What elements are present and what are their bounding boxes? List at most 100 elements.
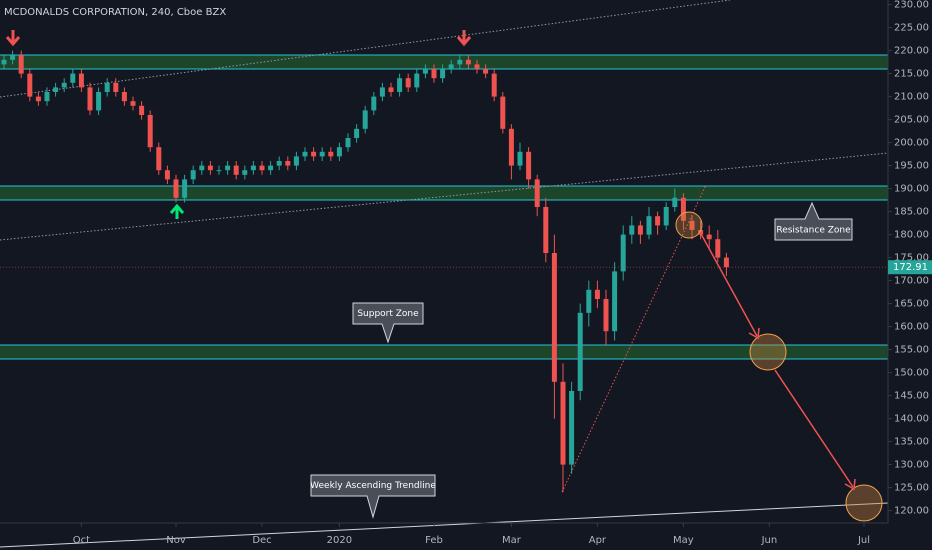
drawings: Resistance Zone Support Zone Weekly Asce… bbox=[5, 30, 883, 522]
y-tick-label: 155.00 bbox=[894, 345, 929, 356]
candle-body bbox=[233, 165, 239, 175]
y-tick-label: 140.00 bbox=[894, 414, 929, 425]
candle-body bbox=[104, 82, 110, 92]
y-tick-label: 220.00 bbox=[894, 46, 929, 57]
candle-body bbox=[612, 271, 618, 332]
x-tick-label: Mar bbox=[502, 535, 522, 546]
highlight-circle bbox=[675, 211, 703, 239]
candle-body bbox=[336, 147, 342, 157]
x-tick-label: May bbox=[673, 535, 694, 546]
y-tick-label: 215.00 bbox=[894, 69, 929, 80]
candle-body bbox=[715, 239, 721, 258]
y-tick-label: 175.00 bbox=[894, 253, 929, 264]
candle-body bbox=[242, 170, 248, 175]
candle-body bbox=[560, 381, 566, 465]
last-price-label: 172.91 bbox=[893, 262, 928, 273]
candle-body bbox=[362, 110, 368, 129]
candle-body bbox=[354, 128, 360, 138]
candle-body bbox=[414, 73, 420, 88]
candle-body bbox=[268, 165, 274, 171]
candle-body bbox=[680, 197, 686, 221]
candle-body bbox=[723, 257, 729, 268]
y-tick-label: 170.00 bbox=[894, 276, 929, 287]
callout-box bbox=[774, 201, 853, 241]
candle-body bbox=[543, 207, 549, 253]
candle-body bbox=[311, 151, 317, 157]
candle-body bbox=[1, 59, 7, 65]
candle-body bbox=[422, 69, 428, 74]
x-tick-label: Feb bbox=[425, 535, 443, 546]
candle-body bbox=[431, 69, 437, 79]
channel-line bbox=[0, 0, 731, 98]
candle-body bbox=[663, 207, 669, 226]
weekly-trendline bbox=[0, 502, 889, 548]
y-tick-label: 190.00 bbox=[894, 184, 929, 195]
candle-body bbox=[27, 73, 33, 97]
candle-body bbox=[672, 197, 678, 207]
arrow-head bbox=[844, 478, 856, 491]
x-tick-label: 2020 bbox=[327, 535, 352, 546]
arrow-head bbox=[748, 327, 760, 340]
candle-body bbox=[534, 179, 540, 207]
candle-body bbox=[689, 220, 695, 230]
candle-body bbox=[10, 55, 16, 60]
up-arrow bbox=[169, 203, 185, 219]
candle-body bbox=[655, 216, 661, 226]
candle-body bbox=[517, 151, 523, 166]
candle-body bbox=[70, 73, 76, 83]
candle-body bbox=[620, 234, 626, 272]
candle-body bbox=[586, 289, 592, 313]
projection-arrow bbox=[774, 369, 854, 488]
candle-body bbox=[199, 165, 205, 171]
y-tick-label: 150.00 bbox=[894, 368, 929, 379]
candle-body bbox=[293, 156, 299, 166]
candle-body bbox=[448, 64, 454, 69]
candle-body bbox=[371, 96, 377, 111]
candle-body bbox=[405, 78, 411, 88]
candle-body bbox=[276, 161, 282, 166]
y-tick-label: 225.00 bbox=[894, 23, 929, 34]
candle-body bbox=[508, 128, 514, 166]
candle-body bbox=[121, 92, 127, 102]
candle-body bbox=[156, 147, 162, 171]
candle-body bbox=[139, 105, 145, 115]
candle-body bbox=[706, 234, 712, 240]
candle-body bbox=[259, 165, 265, 171]
chart-title: MCDONALDS CORPORATION, 240, Cboe BZX bbox=[4, 7, 226, 18]
candle-body bbox=[328, 151, 334, 157]
candle-body bbox=[190, 170, 196, 180]
callout: Weekly Ascending Trendline bbox=[310, 474, 436, 519]
x-tick-label: Nov bbox=[166, 535, 186, 546]
candle-body bbox=[61, 82, 67, 88]
y-tick-label: 230.00 bbox=[894, 0, 929, 11]
candle-body bbox=[302, 151, 308, 157]
y-tick-label: 180.00 bbox=[894, 230, 929, 241]
x-tick-label: Dec bbox=[252, 535, 271, 546]
candle-body bbox=[78, 73, 84, 88]
resistance-zone bbox=[0, 186, 888, 200]
recovery-trendline bbox=[561, 184, 707, 493]
x-tick-label: Apr bbox=[589, 535, 607, 546]
candle-body bbox=[130, 101, 136, 106]
candle-body bbox=[147, 115, 153, 148]
candle-body bbox=[216, 170, 222, 172]
candle-body bbox=[182, 179, 188, 198]
candle-body bbox=[603, 299, 609, 332]
candle-body bbox=[397, 78, 403, 92]
y-tick-label: 165.00 bbox=[894, 299, 929, 310]
candle-body bbox=[87, 87, 93, 111]
y-tick-label: 205.00 bbox=[894, 115, 929, 126]
candle-body bbox=[207, 165, 213, 171]
y-tick-label: 125.00 bbox=[894, 483, 929, 494]
x-tick-label: Oct bbox=[73, 535, 90, 546]
candle-body bbox=[500, 96, 506, 129]
candle-body bbox=[225, 165, 231, 171]
candle-body bbox=[164, 170, 170, 180]
candle-body bbox=[319, 151, 325, 157]
candle-body bbox=[35, 96, 41, 102]
x-tick-label: Jul bbox=[857, 535, 870, 546]
callout-text: Support Zone bbox=[357, 309, 419, 319]
candle-body bbox=[551, 253, 557, 382]
